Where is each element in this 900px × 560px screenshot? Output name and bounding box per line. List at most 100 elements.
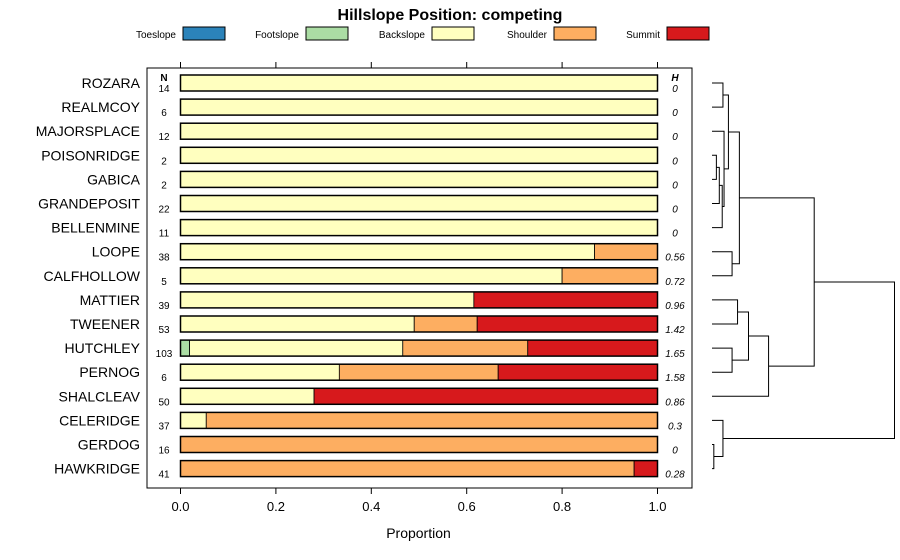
h-value: 0.3	[668, 421, 682, 432]
row-label-rozara: ROZARA	[82, 75, 141, 91]
bar-outline	[179, 363, 659, 381]
n-column-header: N	[160, 73, 167, 84]
n-value: 2	[161, 156, 167, 167]
bar-outline	[179, 98, 659, 116]
bar-segment-summit	[633, 460, 658, 478]
bar-segment-summit	[497, 363, 658, 381]
dendrogram-link	[722, 281, 895, 439]
bar-segment-shoulder	[561, 267, 658, 285]
legend-swatch-toeslope	[182, 26, 226, 41]
dendrogram-link	[712, 335, 770, 397]
h-value: 0.96	[665, 301, 685, 312]
legend-label-backslope: Backslope	[379, 30, 426, 41]
legend-label-summit: Summit	[626, 30, 660, 41]
bar-outline	[179, 387, 659, 406]
n-value: 22	[158, 205, 170, 216]
bar-outline	[179, 267, 659, 285]
bar-outline	[179, 170, 659, 189]
bar-segment-shoulder	[180, 460, 635, 478]
h-value: 0.72	[665, 277, 685, 288]
bar-outline	[179, 146, 659, 165]
x-tick-label: 1.0	[648, 499, 666, 514]
dendrogram-link	[712, 251, 733, 277]
n-value: 6	[161, 108, 167, 119]
x-tick-label: 0.6	[458, 499, 476, 514]
row-label-poisonridge: POISONRIDGE	[41, 147, 140, 163]
bar-segment-backslope	[180, 315, 415, 333]
h-value: 0	[672, 132, 678, 143]
h-value: 1.42	[665, 325, 685, 336]
x-axis: 0.0 0.2 0.4 0.6 0.8 1.0	[171, 488, 667, 514]
bar-segment-backslope	[180, 122, 658, 140]
row-label-majorsplace: MAJORSPLACE	[36, 123, 140, 139]
n-value: 5	[161, 277, 167, 288]
bars	[179, 74, 659, 478]
legend-label-footslope: Footslope	[255, 30, 299, 41]
bar-segment-footslope	[180, 339, 190, 357]
h-value: 0	[672, 84, 678, 95]
dendrogram-link	[712, 444, 715, 470]
bar-outline	[179, 74, 659, 92]
bar-outline	[179, 339, 659, 357]
row-label-hutchley: HUTCHLEY	[65, 340, 141, 356]
h-value: 0	[672, 446, 678, 457]
bar-outline	[179, 122, 659, 140]
row-label-gabica: GABICA	[87, 171, 141, 187]
bar-segment-backslope	[180, 291, 475, 309]
x-tick-label: 0.2	[267, 499, 285, 514]
bar-segment-shoulder	[594, 243, 658, 261]
h-value: 0	[672, 205, 678, 216]
top-ticks	[180, 62, 658, 68]
x-tick-label: 0.8	[553, 499, 571, 514]
h-column-header: H	[671, 73, 679, 84]
legend-swatch-backslope	[431, 26, 475, 41]
row-label-tweener: TWEENER	[70, 316, 140, 332]
x-tick-label: 0.0	[171, 499, 189, 514]
n-value: 16	[158, 446, 170, 457]
plot-frame	[146, 67, 693, 489]
h-value: 0.56	[665, 253, 685, 264]
bar-segment-shoulder	[413, 315, 478, 333]
bar-segment-summit	[476, 315, 658, 333]
x-tick-label: 0.4	[362, 499, 380, 514]
bar-segment-backslope	[180, 98, 658, 116]
legend-swatch-shoulder	[553, 26, 597, 41]
bar-segment-shoulder	[338, 363, 499, 381]
legend: Toeslope Footslope Backslope Shoulder Summit	[136, 26, 710, 41]
dendrogram-link	[728, 131, 740, 265]
row-label-grandeposit: GRANDEPOSIT	[38, 196, 140, 212]
h-value: 0.86	[665, 397, 685, 408]
bar-segment-backslope	[180, 74, 658, 92]
bar-segment-backslope	[180, 267, 563, 285]
bar-segment-backslope	[180, 363, 340, 381]
n-value: 50	[158, 397, 170, 408]
bar-outline	[179, 291, 659, 309]
n-value: 41	[158, 470, 170, 481]
dendrogram-link	[739, 197, 815, 367]
row-label-mattier: MATTIER	[80, 292, 140, 308]
dendrogram-link	[712, 184, 723, 229]
bar-segment-backslope	[180, 387, 315, 405]
bar-outline	[179, 315, 659, 333]
h-value: 0.28	[665, 470, 685, 481]
bar-segment-summit	[473, 291, 658, 309]
row-label-hawkridge: HAWKRIDGE	[54, 461, 140, 477]
legend-swatch-footslope	[305, 26, 349, 41]
dendrogram-link	[712, 82, 724, 108]
legend-swatch-summit	[666, 26, 710, 41]
bar-outline	[179, 435, 659, 454]
bar-segment-backslope	[180, 146, 658, 164]
row-label-realmcoy: REALMCOY	[61, 99, 140, 115]
legend-label-shoulder: Shoulder	[507, 30, 548, 41]
bar-segment-backslope	[180, 411, 207, 429]
n-value: 38	[158, 253, 170, 264]
n-value: 14	[158, 84, 170, 95]
n-value: 39	[158, 301, 170, 312]
row-label-celeridge: CELERIDGE	[59, 412, 140, 428]
n-value: 11	[159, 229, 170, 240]
dendrogram-link	[712, 166, 720, 204]
bar-outline	[179, 194, 659, 213]
row-label-pernog: PERNOG	[79, 364, 140, 380]
